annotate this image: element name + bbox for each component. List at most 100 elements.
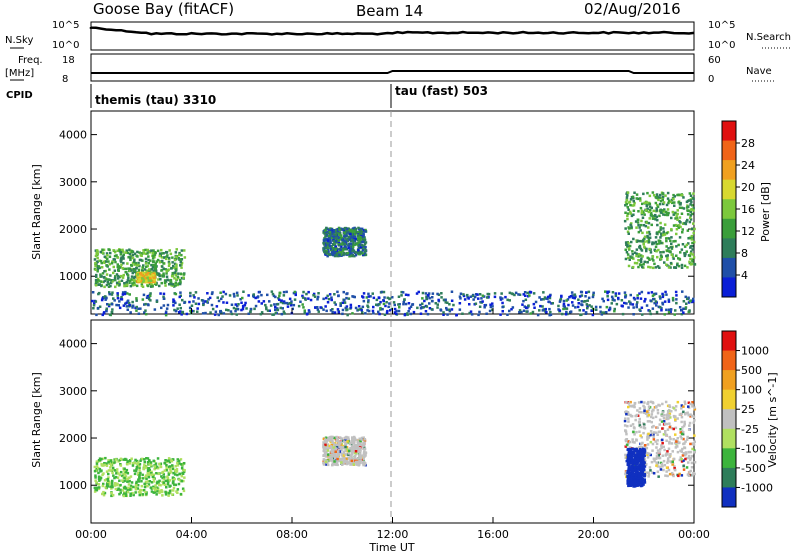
scatter-cell: [641, 472, 644, 475]
scatter-cell: [331, 455, 334, 458]
scatter-cell: [154, 270, 158, 273]
scatter-cell: [169, 471, 172, 475]
scatter-cell: [122, 304, 126, 307]
scatter-cell: [137, 461, 140, 464]
scatter-cell: [510, 308, 513, 311]
scatter-cell: [526, 291, 529, 295]
scatter-cell: [131, 462, 135, 465]
scatter-cell: [680, 263, 684, 267]
scatter-cell: [164, 268, 167, 271]
scatter-cell: [137, 263, 140, 267]
scatter-cell: [353, 437, 357, 440]
scatter-cell: [335, 444, 339, 448]
scatter-cell: [647, 414, 651, 417]
scatter-cell: [177, 282, 180, 286]
scatter-cell: [344, 438, 347, 442]
scatter-cell: [105, 264, 108, 267]
scatter-cell: [330, 230, 333, 233]
scatter-cell: [149, 461, 153, 464]
scatter-cell: [160, 306, 163, 310]
scatter-cell: [93, 490, 97, 493]
scatter-cell: [461, 312, 464, 315]
scatter-cell: [541, 305, 544, 308]
scatter-cell: [347, 227, 350, 230]
scatter-cell: [175, 278, 178, 281]
scatter-cell: [629, 223, 632, 227]
scatter-cell: [601, 311, 604, 314]
scatter-cell: [408, 307, 411, 310]
scatter-cell: [366, 304, 369, 307]
scatter-cell: [666, 450, 669, 453]
scatter-cell: [180, 467, 184, 470]
scatter-cell: [633, 449, 636, 452]
scatter-cell: [692, 192, 695, 195]
scatter-cell: [235, 291, 239, 295]
scatter-cell: [646, 420, 650, 423]
scatter-cell: [625, 251, 629, 254]
scatter-cell: [510, 292, 514, 295]
scatter-cell: [665, 254, 668, 258]
scatter-cell: [276, 307, 279, 310]
scatter-cell: [685, 243, 689, 247]
scatter-cell: [675, 215, 678, 218]
scatter-cell: [105, 252, 109, 255]
scatter-cell: [693, 449, 696, 452]
scatter-cell: [692, 421, 695, 425]
scatter-cell: [262, 300, 266, 303]
scatter-cell: [113, 299, 116, 302]
scatter-cell: [624, 294, 627, 297]
scatter-cell: [347, 453, 350, 456]
scatter-cell: [113, 276, 117, 280]
scatter-cell: [326, 294, 329, 298]
scatter-cell: [638, 421, 641, 425]
scatter-cell: [599, 310, 602, 313]
scatter-cell: [363, 446, 366, 449]
scatter-cell: [114, 487, 118, 491]
scatter-cell: [546, 295, 550, 299]
scatter-cell: [141, 277, 144, 280]
scatter-cell: [113, 476, 116, 480]
scatter-cell: [660, 414, 664, 417]
scatter-cell: [325, 226, 328, 230]
scatter-cell: [167, 264, 171, 268]
scatter-cell: [204, 300, 207, 303]
scatter-cell: [664, 431, 667, 435]
scatter-cell: [653, 248, 656, 252]
scatter-cell: [646, 402, 649, 405]
scatter-cell: [135, 480, 138, 484]
scatter-cell: [117, 487, 120, 490]
scatter-cell: [167, 491, 171, 495]
scatter-cell: [648, 420, 651, 423]
scatter-cell: [352, 227, 355, 230]
scatter-cell: [347, 246, 350, 250]
scatter-cell: [358, 234, 361, 237]
scatter-cell: [109, 485, 112, 488]
scatter-cell: [684, 222, 688, 226]
scatter-cell: [351, 445, 354, 448]
scatter-cell: [98, 467, 102, 471]
scatter-cell: [345, 230, 348, 233]
scatter-cell: [632, 197, 635, 200]
y-tick-label: 3000: [59, 385, 87, 398]
scatter-cell: [154, 262, 157, 265]
scatter-cell: [628, 484, 631, 487]
scatter-cell: [670, 471, 674, 475]
scatter-cell: [99, 273, 102, 276]
scatter-cell: [647, 291, 650, 295]
scatter-cell: [478, 310, 481, 314]
scatter-cell: [677, 201, 680, 204]
scatter-cell: [344, 240, 347, 244]
scatter-cell: [508, 309, 511, 313]
scatter-cell: [128, 279, 132, 282]
scatter-cell: [119, 483, 122, 487]
scatter-cell: [249, 307, 253, 311]
scatter-cell: [103, 462, 106, 465]
scatter-cell: [508, 299, 511, 302]
scatter-cell: [668, 435, 671, 439]
scatter-cell: [662, 230, 665, 233]
scatter-cell: [657, 475, 660, 478]
scatter-cell: [569, 295, 573, 298]
scatter-cell: [110, 487, 113, 490]
scatter-cell: [336, 440, 340, 443]
scatter-cell: [92, 304, 96, 307]
